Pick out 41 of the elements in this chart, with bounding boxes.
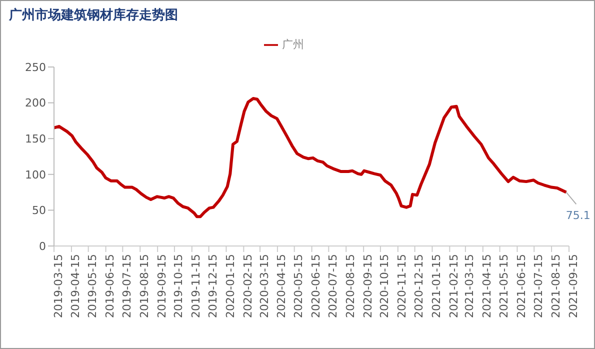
x-tick-label: 2021-07-15 — [532, 254, 545, 318]
x-tick-label: 2020-06-15 — [310, 254, 323, 318]
x-tick-label: 2020-03-15 — [258, 254, 271, 318]
y-tick-label: 200 — [25, 96, 46, 110]
x-tick-label: 2020-05-15 — [292, 254, 306, 318]
x-tick-label: 2019-09-15 — [155, 254, 168, 318]
x-tick-label: 2020-02-15 — [241, 254, 254, 318]
x-tick-label: 2020-10-15 — [378, 254, 392, 318]
x-tick-label: 2020-09-15 — [361, 254, 374, 318]
x-tick-label: 2020-12-15 — [412, 254, 426, 318]
x-tick-label: 2019-04-15 — [69, 254, 82, 318]
x-tick-label: 2021-03-15 — [463, 254, 476, 318]
x-tick-label: 2020-07-15 — [326, 254, 340, 318]
x-tick-label: 2021-05-15 — [498, 254, 511, 318]
y-tick-label: 150 — [25, 132, 46, 146]
x-tick-label: 2020-01-15 — [224, 254, 238, 318]
x-tick-label: 2019-03-15 — [52, 254, 65, 318]
y-tick-label: 0 — [39, 240, 46, 253]
x-tick-label: 2020-08-15 — [344, 254, 357, 318]
annotation: 75.1 — [566, 209, 590, 222]
line-series — [54, 97, 568, 218]
x-tick-label: 2021-01-15 — [430, 254, 444, 318]
x-tick-label: 2019-06-15 — [104, 254, 117, 318]
x-tick-label: 2019-07-15 — [120, 254, 134, 318]
x-tick-label: 2021-08-15 — [549, 254, 562, 318]
legend-label: 广州 — [282, 38, 304, 51]
x-tick-label: 2021-06-15 — [515, 254, 528, 318]
x-tick-label: 2019-10-15 — [172, 254, 186, 318]
x-tick-label: 2021-09-15 — [566, 254, 580, 318]
x-tick-label: 2021-02-15 — [447, 254, 460, 318]
chart-title: 广州市场建筑钢材库存走势图 — [9, 6, 178, 24]
x-tick-label: 2020-11-15 — [396, 254, 409, 318]
x-tick-label: 2021-04-15 — [480, 254, 494, 318]
y-tick-label: 50 — [32, 204, 46, 218]
x-tick-label: 2019-05-15 — [86, 254, 100, 318]
x-tick-label: 2019-12-15 — [206, 254, 220, 318]
y-tick-label: 100 — [25, 168, 46, 182]
x-tick-label: 2019-11-15 — [190, 254, 203, 318]
x-tick-label: 2020-04-15 — [275, 254, 288, 318]
y-tick-label: 250 — [25, 60, 46, 74]
x-tick-label: 2019-08-15 — [138, 254, 151, 318]
